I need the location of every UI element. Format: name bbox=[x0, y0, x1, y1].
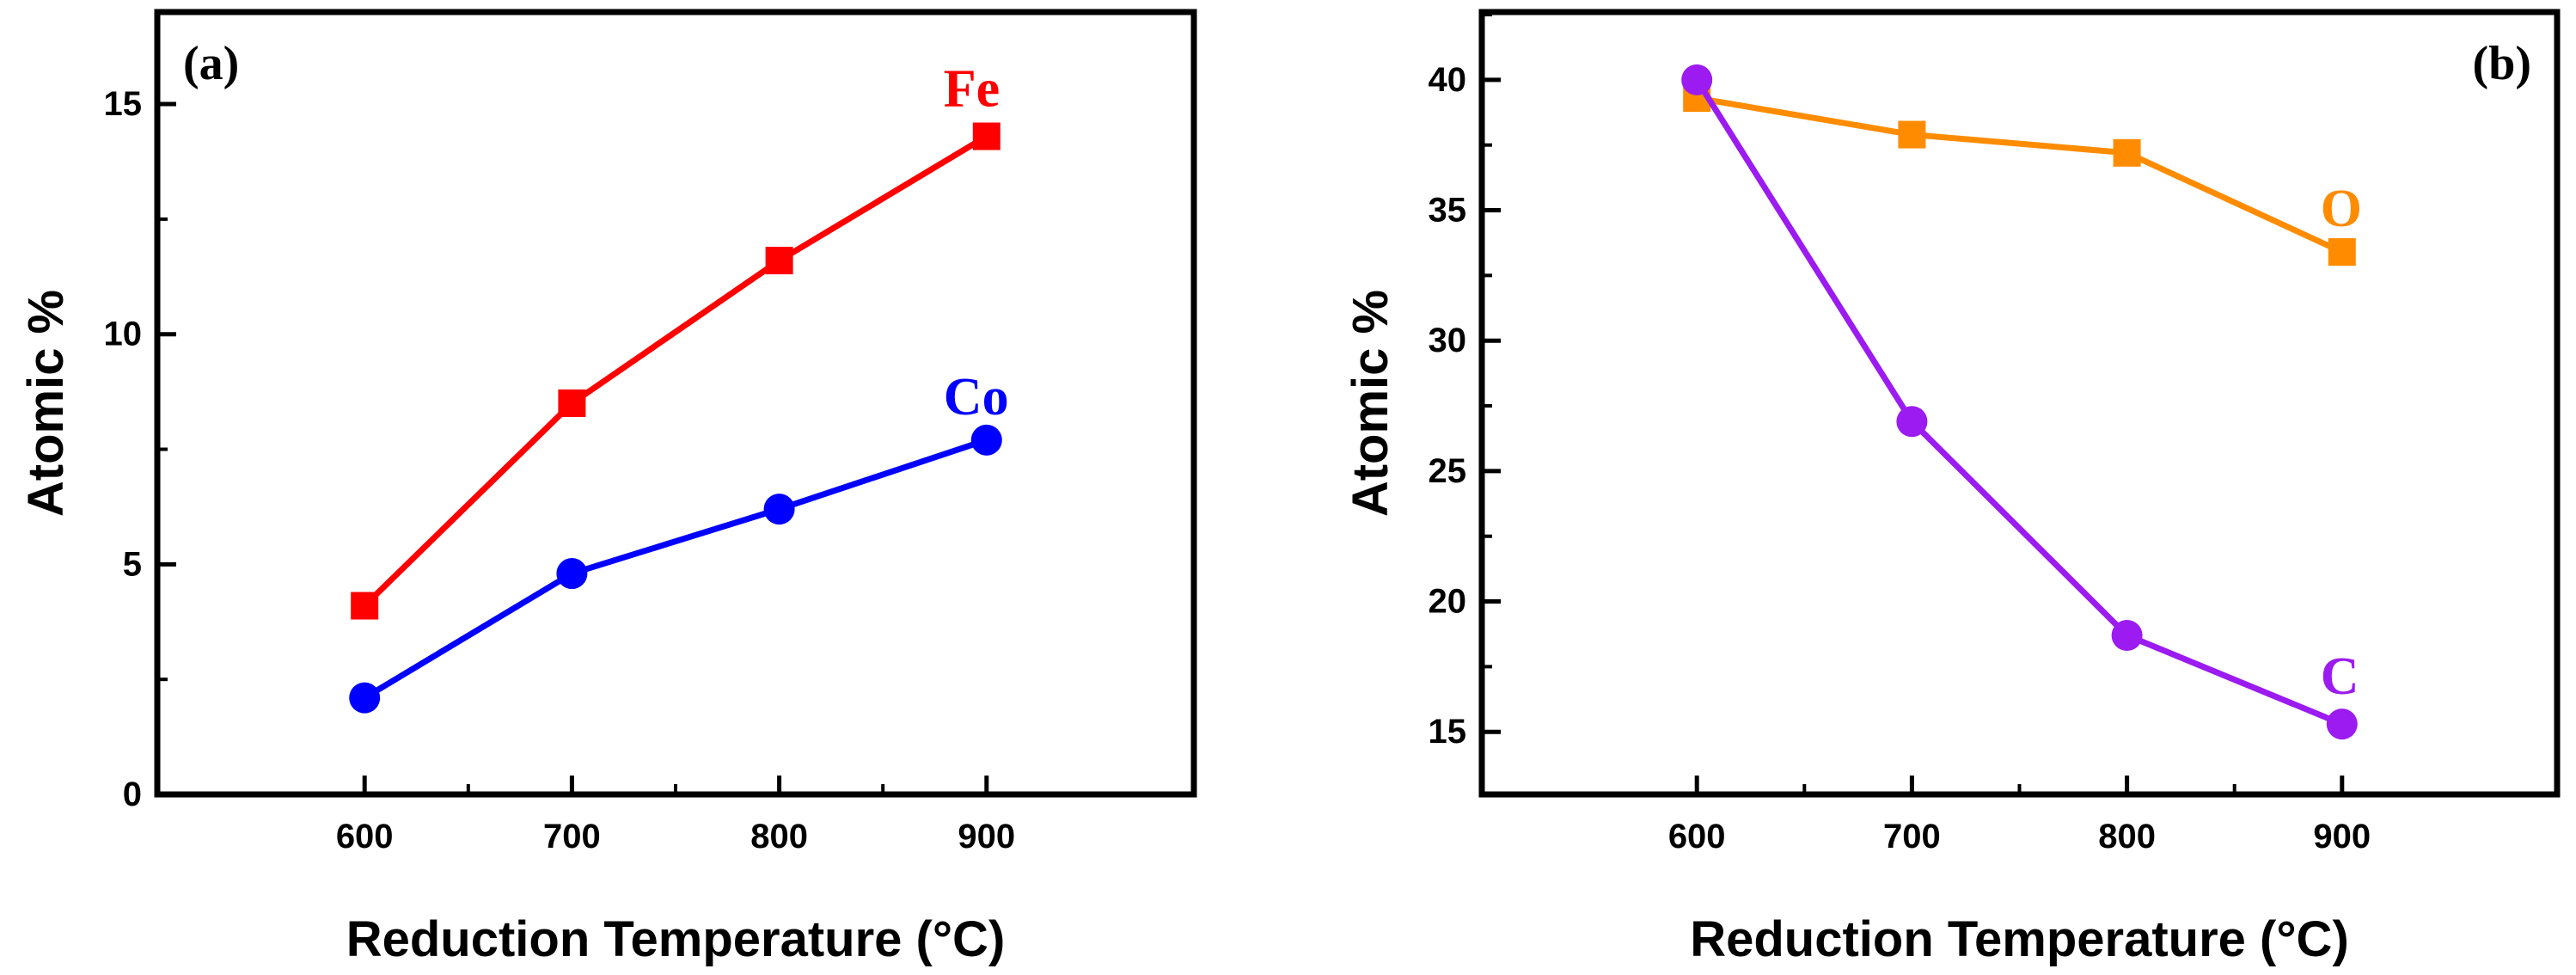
x-axis-title: Reduction Temperature (°C) bbox=[346, 911, 1006, 967]
data-point bbox=[1898, 120, 1926, 149]
series-label: Fe bbox=[944, 60, 1000, 119]
y-tick-label: 5 bbox=[123, 545, 142, 583]
x-tick-label: 800 bbox=[750, 818, 808, 855]
series-label: Co bbox=[944, 368, 1009, 426]
data-point bbox=[2111, 619, 2143, 651]
data-point bbox=[351, 592, 379, 620]
series-co: Co bbox=[349, 368, 1009, 714]
plot-frame bbox=[1478, 9, 2561, 798]
data-point bbox=[1896, 406, 1928, 438]
chart-panel-b: 15 20 25 30 35 40 600 700 800 900 Reduction Temper… bbox=[1343, 9, 2561, 967]
data-point bbox=[2328, 238, 2356, 267]
y-axis-title: Atomic % bbox=[1343, 290, 1398, 517]
y-axis-title: Atomic % bbox=[18, 290, 74, 517]
y-tick-label: 25 bbox=[1429, 452, 1467, 490]
series-c: C bbox=[1681, 64, 2359, 740]
y-tick-label: 20 bbox=[1429, 583, 1467, 621]
y-tick-label: 40 bbox=[1429, 61, 1467, 99]
data-point bbox=[2113, 138, 2141, 167]
data-point bbox=[1681, 64, 1713, 95]
x-axis-title: Reduction Temperature (°C) bbox=[1690, 911, 2349, 967]
series-line bbox=[1694, 78, 2344, 727]
plot-frame bbox=[154, 9, 1197, 798]
series-fe: Fe bbox=[351, 60, 1000, 620]
data-point bbox=[763, 494, 795, 525]
series-line bbox=[362, 133, 988, 609]
series-line bbox=[1696, 95, 2344, 255]
y-tick-label: 10 bbox=[104, 316, 143, 353]
chart-panel-a: 0 5 10 15 600 700 800 900 Reduction Temperature … bbox=[18, 9, 1197, 967]
x-tick-label: 900 bbox=[2313, 818, 2371, 855]
y-tick-label: 15 bbox=[104, 85, 143, 123]
y-tick-label: 30 bbox=[1429, 322, 1467, 359]
data-point bbox=[2326, 708, 2358, 740]
x-tick-label: 600 bbox=[336, 818, 394, 855]
panel-label: (a) bbox=[183, 37, 239, 90]
data-point bbox=[972, 122, 1000, 150]
series-o: O bbox=[1683, 84, 2362, 267]
panel-label: (b) bbox=[2473, 37, 2531, 90]
data-point bbox=[765, 247, 793, 275]
data-point bbox=[970, 424, 1002, 456]
series-line bbox=[363, 437, 988, 701]
data-point bbox=[349, 682, 381, 714]
data-point bbox=[558, 389, 586, 417]
y-tick-label: 35 bbox=[1429, 192, 1467, 230]
y-tick-label: 15 bbox=[1429, 713, 1467, 751]
x-tick-label: 700 bbox=[1883, 818, 1941, 855]
series-label: C bbox=[2321, 647, 2359, 706]
x-tick-label: 700 bbox=[543, 818, 601, 855]
y-tick-label: 0 bbox=[123, 776, 142, 813]
x-tick-label: 900 bbox=[958, 818, 1015, 855]
data-point bbox=[556, 558, 588, 590]
x-tick-label: 600 bbox=[1668, 818, 1726, 855]
x-tick-label: 800 bbox=[2098, 818, 2156, 855]
series-label: O bbox=[2321, 180, 2362, 238]
